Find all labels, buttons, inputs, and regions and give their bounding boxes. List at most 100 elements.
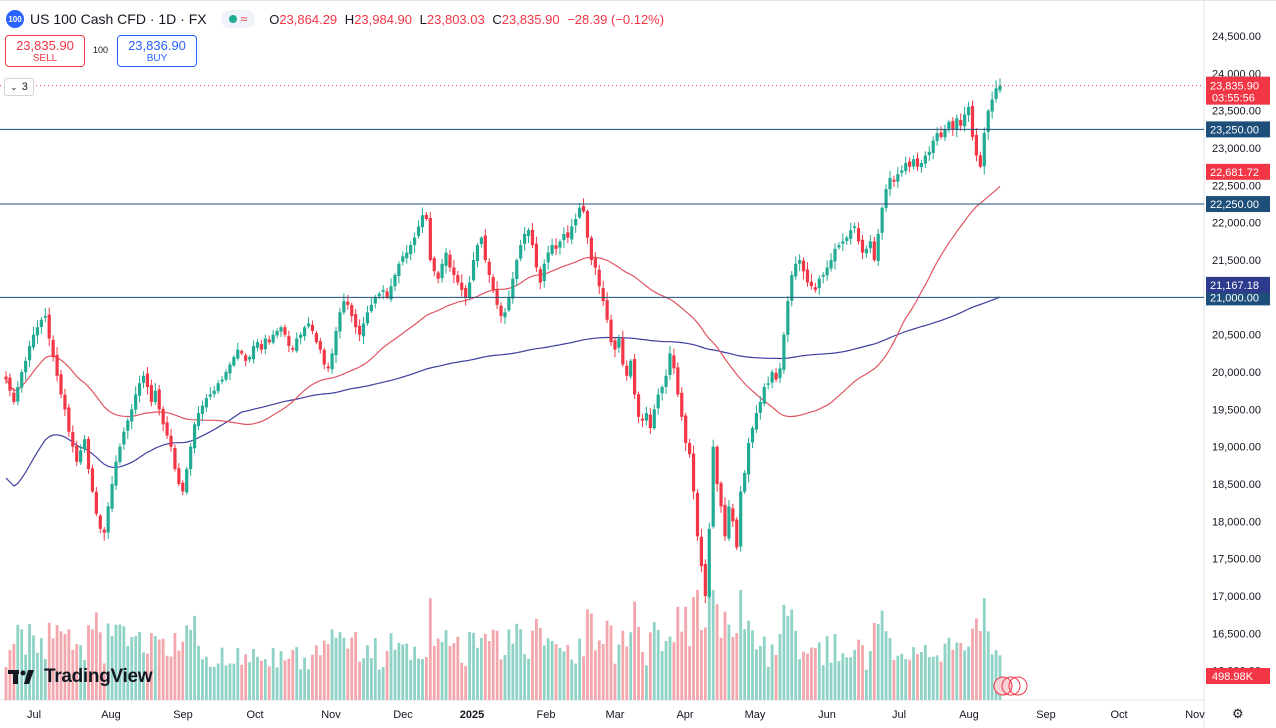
volume-bar — [354, 632, 358, 700]
volume-bar — [47, 622, 51, 700]
candle — [357, 319, 362, 342]
volume-bar — [515, 623, 519, 700]
volume-bar — [700, 629, 703, 700]
y-tick-label: 24,500.00 — [1212, 31, 1261, 43]
candle — [169, 428, 173, 452]
close-value: 23,835.90 — [501, 11, 560, 27]
y-tick-label: 20,500.00 — [1212, 330, 1261, 342]
candle — [754, 405, 759, 434]
indicators-toggle-button[interactable]: ⌄ 3 — [4, 78, 34, 96]
symbol-logo-icon: 100 — [6, 10, 24, 28]
candle — [295, 332, 299, 353]
candle-body — [134, 394, 138, 410]
volume-bar — [986, 631, 990, 700]
candle-body — [448, 254, 452, 268]
candle — [680, 387, 684, 421]
candle — [165, 416, 169, 439]
y-tick-label: 22,500.00 — [1212, 180, 1261, 192]
candle-body — [491, 277, 495, 290]
x-tick-label: Oct — [1110, 709, 1127, 721]
volume-bar — [271, 648, 275, 700]
tradingview-logo[interactable]: TradingView — [8, 666, 153, 688]
volume-bar — [876, 624, 880, 700]
candle — [185, 466, 189, 495]
candle — [499, 302, 503, 324]
candle — [196, 406, 201, 431]
volume-bar — [102, 663, 106, 700]
candle — [468, 275, 472, 301]
volume-bar — [833, 634, 837, 700]
tradingview-mark-icon — [8, 670, 34, 684]
volume-bar — [672, 642, 676, 700]
candle — [853, 222, 857, 233]
gear-icon[interactable]: ⚙ — [1232, 706, 1244, 721]
candle — [829, 253, 833, 272]
candle-body — [420, 215, 425, 228]
candle-body — [122, 431, 126, 445]
volume-bar — [417, 658, 420, 700]
volume-bar — [138, 631, 141, 700]
candle-body — [672, 355, 676, 369]
volume-bar — [931, 656, 935, 700]
volume-bar — [51, 638, 55, 700]
candle — [868, 234, 872, 254]
volume-bar — [134, 636, 138, 700]
candle-body — [511, 278, 515, 299]
candle-body — [915, 158, 920, 167]
volume-bar — [527, 658, 530, 700]
candle — [137, 375, 142, 403]
candle-body — [888, 177, 892, 190]
candle-body — [31, 334, 36, 348]
buy-button[interactable]: 23,836.90 BUY — [117, 35, 197, 67]
sell-button[interactable]: 23,835.90 SELL — [5, 35, 85, 67]
volume-bar — [927, 657, 931, 700]
volume-bar — [994, 650, 998, 700]
candle-body — [153, 390, 157, 403]
candle-body — [794, 263, 798, 277]
candle — [570, 218, 574, 245]
volume-bar — [550, 640, 554, 700]
volume-bar — [444, 630, 448, 700]
candle — [648, 408, 652, 435]
candle — [919, 159, 924, 173]
candle — [405, 245, 409, 264]
candle-body — [585, 211, 590, 238]
candle-body — [746, 442, 751, 475]
candle — [452, 259, 456, 284]
candle-body — [110, 484, 114, 509]
candle — [813, 282, 817, 293]
candle — [134, 386, 138, 415]
volume-bar — [507, 629, 511, 700]
candle — [699, 528, 704, 573]
candle — [448, 250, 452, 272]
candle — [801, 257, 806, 280]
candle-body — [864, 248, 869, 254]
volume-bar — [87, 625, 90, 700]
market-status[interactable]: ≈ — [220, 10, 256, 28]
candle-body — [935, 133, 939, 141]
candle-body — [220, 379, 224, 382]
candle — [856, 222, 861, 245]
y-tick-label: 18,000.00 — [1212, 516, 1261, 528]
candle-body — [523, 233, 527, 244]
candle — [4, 371, 8, 385]
volume-bar — [295, 647, 299, 700]
volume-bar — [892, 660, 896, 700]
candle — [778, 362, 782, 384]
volume-bar — [409, 659, 413, 700]
symbol-title[interactable]: US 100 Cash CFD · 1D · FX — [30, 11, 207, 27]
volume-bar — [668, 636, 672, 700]
candle-body — [636, 394, 641, 417]
candle-body — [428, 218, 432, 261]
candle-body — [892, 179, 896, 182]
volume-bar — [762, 636, 766, 700]
candle-body — [314, 333, 318, 343]
candle-body — [452, 267, 456, 275]
candle-body — [232, 357, 236, 366]
candle-body — [299, 334, 303, 339]
candle — [291, 345, 295, 353]
candle — [47, 307, 51, 347]
candle — [640, 414, 645, 428]
volume-bar — [558, 647, 562, 700]
